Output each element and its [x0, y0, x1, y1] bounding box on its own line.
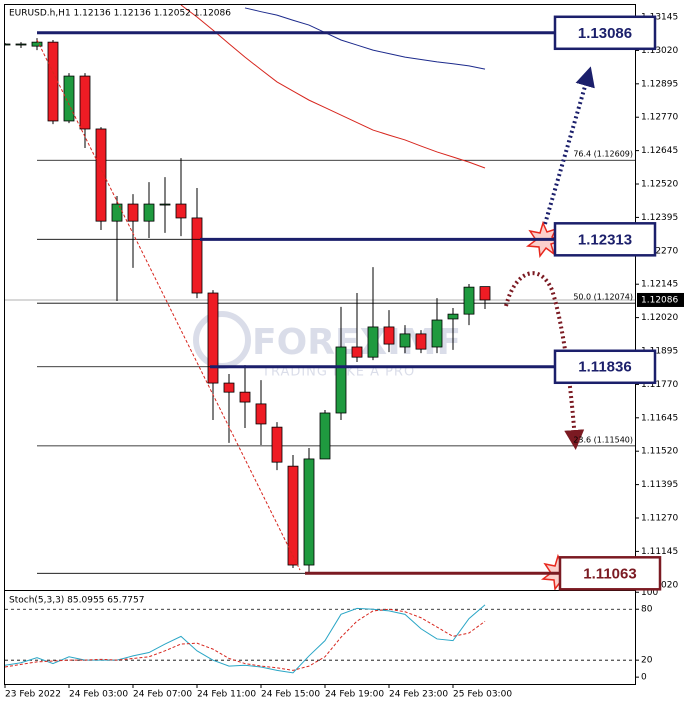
candle-body [31, 41, 43, 47]
moving-average [244, 7, 486, 70]
level-label: 1.11063 [583, 565, 636, 582]
candle-body [63, 75, 75, 122]
indicator-line [5, 608, 486, 671]
candle-body [223, 382, 235, 393]
chart-title: EURUSD.h,H1 1.12136 1.12136 1.12052 1.12… [9, 9, 231, 19]
candle-body [271, 426, 283, 463]
candle-body [255, 403, 267, 425]
up-arrow [543, 66, 595, 225]
level-label: 1.11836 [578, 359, 631, 376]
fib-label: 76.4 (1.12609) [573, 150, 633, 159]
y-tick-label: 1.11270 [641, 513, 678, 523]
candle-body [351, 346, 363, 358]
x-tick-label: 24 Feb 15:00 [261, 690, 320, 700]
candle-body [431, 319, 443, 348]
x-tick-label: 24 Feb 19:00 [325, 690, 384, 700]
y-tick-label: 1.12270 [641, 246, 678, 256]
indicator-y-tick-label: 20 [641, 656, 653, 666]
y-tick-label: 1.11395 [641, 480, 678, 490]
candle-body [47, 41, 59, 122]
candle-body [415, 333, 427, 350]
candle-body [95, 128, 107, 222]
frame [4, 4, 636, 685]
candle-body [143, 203, 155, 222]
indicator-title: Stoch(5,3,3) 85.0955 65.7757 [9, 596, 144, 606]
down-arrow [504, 271, 585, 450]
stoch-plot [5, 604, 635, 674]
y-tick-label: 1.11895 [641, 347, 678, 357]
current-price-tag [637, 292, 684, 307]
candle-body [479, 286, 491, 301]
level-box [558, 556, 662, 591]
candle-body [303, 458, 315, 566]
level-label: 1.12313 [578, 231, 632, 248]
x-tick-label: 25 Feb 03:00 [453, 690, 512, 700]
candle-body [239, 391, 251, 403]
candle-body [111, 203, 123, 222]
indicator-y-tick-label: 80 [641, 605, 653, 615]
candle-body [5, 43, 11, 46]
candle-body [383, 326, 395, 345]
y-tick-label: 1.12520 [641, 180, 678, 190]
candle-body [15, 43, 27, 46]
x-tick-label: 24 Feb 23:00 [389, 690, 448, 700]
fib-label: 50.0 (1.12074) [573, 293, 633, 302]
y-tick-label: 1.11770 [641, 380, 678, 390]
x-tick-label: 24 Feb 11:00 [197, 690, 256, 700]
candle-body [399, 333, 411, 348]
candle-body [319, 412, 331, 460]
level-box [553, 349, 657, 385]
candle-body [175, 203, 187, 219]
x-tick-label: 24 Feb 07:00 [133, 690, 192, 700]
candle-body [79, 75, 91, 130]
y-tick-label: 1.13020 [641, 46, 678, 56]
y-tick-label: 1.12020 [641, 313, 678, 323]
x-tick-label: 23 Feb 2022 [5, 690, 61, 700]
y-tick-label: 1.13145 [641, 13, 678, 23]
candle-body [367, 326, 379, 358]
level-box [553, 222, 657, 257]
y-tick-label: 1.12395 [641, 213, 678, 223]
x-tick-label: 24 Feb 03:00 [69, 690, 128, 700]
candle-body [287, 465, 299, 566]
moving-average [180, 5, 486, 169]
indicator-y-tick-label: 100 [641, 588, 658, 598]
y-tick-label: 1.11520 [641, 447, 678, 457]
current-price-label: 1.12086 [641, 295, 678, 305]
y-tick-label: 1.11145 [641, 547, 678, 557]
y-tick-label: 1.12145 [641, 280, 678, 290]
candle-body [127, 203, 139, 222]
candle-body [463, 286, 475, 315]
candle-body [335, 346, 347, 414]
level-box [553, 15, 657, 51]
candle-body [447, 313, 459, 320]
y-tick-label: 1.12645 [641, 146, 678, 156]
level-label: 1.13086 [578, 25, 632, 42]
fib-label: 23.6 (1.11540) [573, 435, 633, 444]
trend-line [36, 39, 301, 571]
candle-body [159, 203, 171, 206]
indicator-y-tick-label: 0 [641, 673, 647, 683]
y-tick-label: 1.11645 [641, 413, 678, 423]
candle-body [207, 292, 219, 384]
y-tick-label: 1.12895 [641, 79, 678, 89]
axes: 1.13145 1.13020 1.12895 1.12770 1.12645 1.125… [4, 13, 684, 700]
y-tick-label: 1.12770 [641, 113, 678, 123]
candle-body [191, 217, 203, 294]
